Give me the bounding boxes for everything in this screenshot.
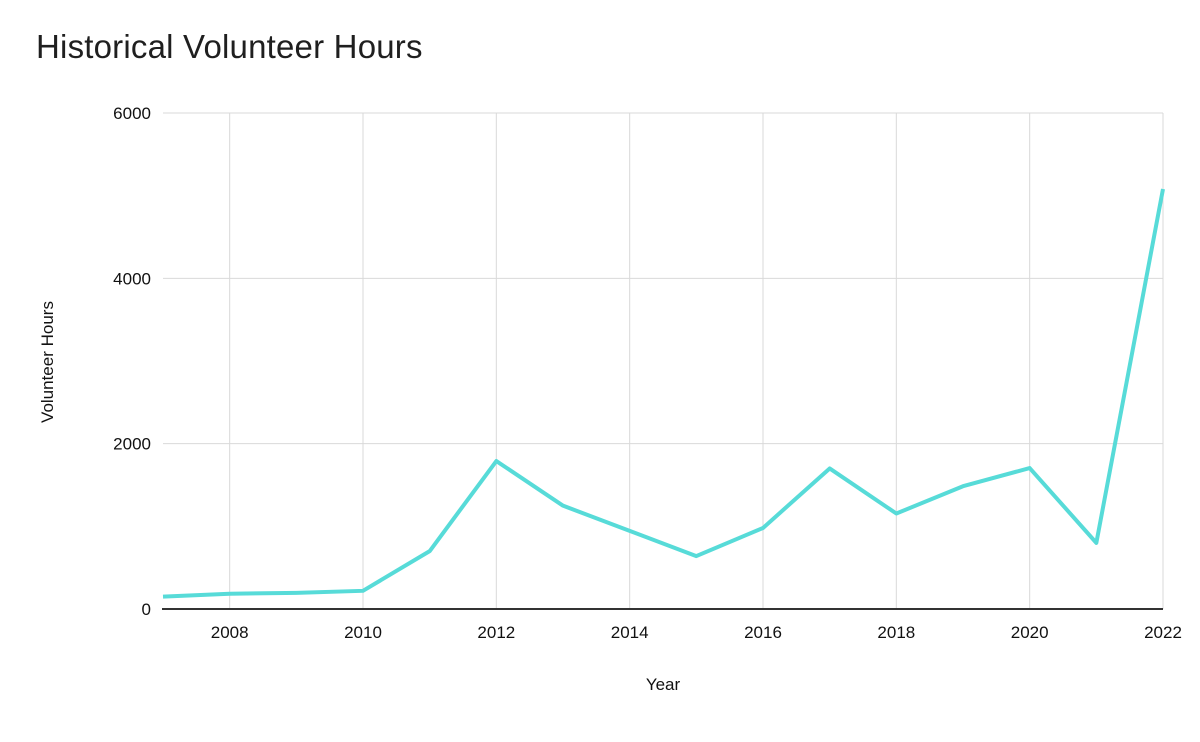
- x-tick-label: 2012: [477, 623, 515, 642]
- y-tick-label: 0: [142, 600, 151, 619]
- y-axis-title: Volunteer Hours: [38, 301, 57, 423]
- data-line: [162, 188, 1165, 599]
- y-tick-label: 4000: [113, 269, 151, 288]
- x-tick-label: 2010: [344, 623, 382, 642]
- x-tick-label: 2022: [1144, 623, 1182, 642]
- x-tick-label: 2018: [877, 623, 915, 642]
- chart-title: Historical Volunteer Hours: [36, 28, 423, 65]
- y-tick-label: 6000: [113, 104, 151, 123]
- y-tick-label: 2000: [113, 435, 151, 454]
- x-tick-label: 2020: [1011, 623, 1049, 642]
- x-axis-title: Year: [645, 675, 681, 694]
- x-tick-label: 2014: [611, 623, 649, 642]
- x-tick-label: 2016: [744, 623, 782, 642]
- x-tick-label: 2008: [211, 623, 249, 642]
